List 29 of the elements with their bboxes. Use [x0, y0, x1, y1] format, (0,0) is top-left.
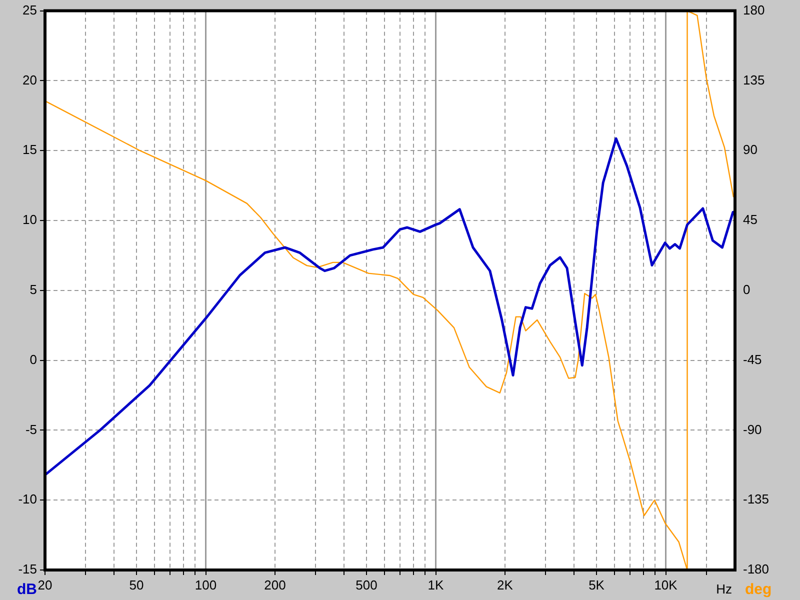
y-tick-label: 10: [22, 212, 37, 228]
x-tick-label: 200: [264, 577, 286, 592]
y-tick-label: -15: [18, 562, 37, 577]
y-tick-label: 15: [22, 142, 37, 158]
y2-tick-label: 45: [743, 212, 758, 228]
y-tick-label: 25: [22, 2, 37, 18]
y2-tick-label: 180: [743, 2, 765, 18]
x-tick-label: 5K: [588, 577, 605, 592]
y2-tick-label: 90: [743, 142, 758, 158]
y2-tick-label: -45: [743, 352, 762, 367]
x-tick-label: 10K: [654, 577, 678, 592]
y-axis-title: dB: [17, 581, 38, 598]
y2-tick-label: 0: [743, 282, 750, 297]
y-tick-label: -5: [25, 422, 37, 437]
x-axis-title: Hz: [716, 582, 732, 597]
x-tick-label: 2K: [497, 577, 514, 592]
x-tick-label: 500: [356, 577, 378, 592]
x-tick-label: 100: [194, 577, 217, 592]
y-tick-label: 0: [30, 352, 37, 367]
y2-tick-label: 135: [743, 72, 765, 88]
y2-axis-title: deg: [745, 581, 772, 598]
y2-tick-label: -180: [743, 562, 770, 577]
x-tick-label: 1K: [428, 577, 444, 592]
y-tick-label: -10: [18, 492, 37, 507]
y-tick-label: 20: [22, 72, 37, 88]
y2-tick-label: -135: [743, 492, 770, 507]
y-tick-label: 5: [30, 282, 37, 297]
y2-tick-label: -90: [743, 422, 762, 437]
x-tick-label: 50: [129, 577, 144, 592]
